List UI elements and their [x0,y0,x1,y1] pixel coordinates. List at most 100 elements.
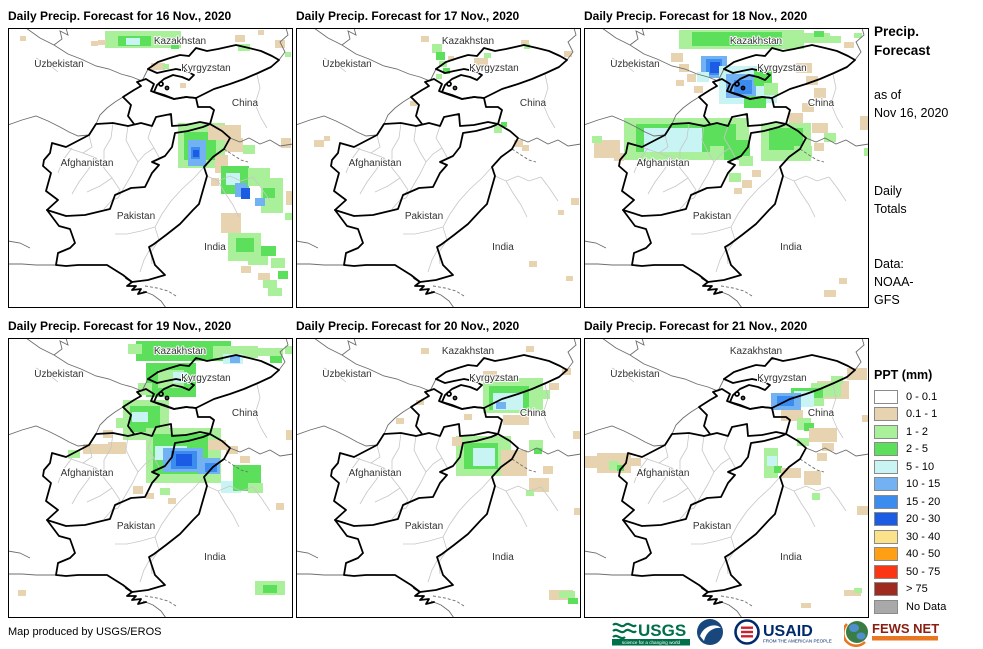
sidebar-asof: as of Nov 16, 2020 [874,88,949,120]
legend-row: 0 - 0.1 [874,388,980,406]
country-label: China [520,98,547,109]
country-label: Kazakhstan [730,36,782,47]
country-label: Afghanistan [349,158,402,169]
country-labels: Kazakhstan Uzbekistan Kyrgyzstan China Afgha… [321,345,547,564]
country-label: Afghanistan [61,468,114,479]
country-label: India [492,552,514,563]
legend-label: 20 - 30 [906,513,941,526]
country-label: India [780,552,802,563]
legend-swatch [874,547,898,562]
legend-swatch [874,599,898,614]
country-label: Kazakhstan [154,346,206,357]
legend-label: 2 - 5 [906,443,929,456]
footer-logos: USGS science for a changing world USAID … [612,617,983,647]
panel-nov21: Daily Precip. Forecast for 21 Nov., 2020… [584,318,869,618]
legend-row: 40 - 50 [874,546,980,564]
legend-swatch [874,512,898,527]
sidebar-datasource: Data: NOAA- GFS [874,257,914,307]
panel-title: Daily Precip. Forecast for 19 Nov., 2020 [8,319,232,333]
usaid-logo: USAID FROM THE AMERICAN PEOPLE [734,619,832,645]
legend-row: 15 - 20 [874,493,980,511]
legend-row: > 75 [874,581,980,599]
panel-nov17: Daily Precip. Forecast for 17 Nov., 2020… [296,8,581,308]
panel-title: Daily Precip. Forecast for 21 Nov., 2020 [584,319,808,333]
country-label: Uzbekistan [610,59,659,70]
panel-title: Daily Precip. Forecast for 18 Nov., 2020 [584,9,808,23]
legend-label: 50 - 75 [906,565,941,578]
country-label: Pakistan [405,521,443,532]
country-label: Pakistan [117,521,155,532]
legend-row: 1 - 2 [874,423,980,441]
country-labels: Kazakhstan Uzbekistan Kyrgyzstan China Afgha… [33,35,259,254]
country-label: China [520,408,547,419]
panel-nov19: Daily Precip. Forecast for 19 Nov., 2020… [8,318,293,618]
legend-row: 5 - 10 [874,458,980,476]
legend-row: 50 - 75 [874,563,980,581]
legend-title: PPT (mm) [874,368,933,382]
country-label: Uzbekistan [34,369,83,380]
country-label: Pakistan [405,211,443,222]
map-credit: Map produced by USGS/EROS [8,626,162,638]
legend-row: 30 - 40 [874,528,980,546]
svg-text:science for a changing world: science for a changing world [622,640,681,645]
sidebar-title: Precip. Forecast [874,24,931,58]
map-nov18: Kazakhstan Uzbekistan Kyrgyzstan China Afgha… [584,28,869,308]
legend-label: 10 - 15 [906,478,941,491]
legend-swatch [874,494,898,509]
precip-cells [20,30,293,296]
noaa-logo [697,619,723,645]
country-label: India [204,552,226,563]
svg-text:FEWS NET: FEWS NET [872,621,939,636]
country-label: Kyrgyzstan [757,63,806,74]
country-label: China [808,408,835,419]
country-label: China [808,98,835,109]
legend-swatch [874,459,898,474]
country-label: Kyrgyzstan [469,373,518,384]
panel-title: Daily Precip. Forecast for 17 Nov., 2020 [296,9,520,23]
legend-label: 0.1 - 1 [906,408,938,421]
country-label: Uzbekistan [34,59,83,70]
panel-nov16: Daily Precip. Forecast for 16 Nov., 2020… [8,8,293,308]
svg-text:USGS: USGS [638,621,686,640]
country-label: Kazakhstan [154,36,206,47]
legend-swatch [874,564,898,579]
country-labels: Kazakhstan Uzbekistan Kyrgyzstan China Afgha… [33,345,259,564]
country-label: Pakistan [117,211,155,222]
country-label: India [780,242,802,253]
legend-row: 2 - 5 [874,441,980,459]
country-label: Kyrgyzstan [757,373,806,384]
legend-label: 0 - 0.1 [906,390,938,403]
map-nov21: Kazakhstan Uzbekistan Kyrgyzstan China Afgha… [584,338,869,618]
map-nov16: Kazakhstan Uzbekistan Kyrgyzstan China Afgha… [8,28,293,308]
legend-swatch [874,477,898,492]
legend-swatch [874,424,898,439]
fewsnet-logo: FEWS NET [844,621,939,647]
country-label: Kyrgyzstan [469,63,518,74]
legend-row: No Data [874,598,980,616]
country-label: China [232,408,259,419]
legend-label: 40 - 50 [906,548,941,561]
legend-swatch [874,407,898,422]
country-label: Uzbekistan [610,369,659,380]
sidebar-period: Daily Totals [874,184,907,216]
legend-label: > 75 [906,583,928,596]
country-label: Kazakhstan [730,346,782,357]
country-label: India [492,242,514,253]
country-label: China [232,98,259,109]
country-label: Afghanistan [349,468,402,479]
country-label: Afghanistan [637,158,690,169]
map-nov17: Kazakhstan Uzbekistan Kyrgyzstan China Afgha… [296,28,581,308]
legend-row: 0.1 - 1 [874,406,980,424]
country-label: Kazakhstan [442,346,494,357]
precip-cells [314,36,579,281]
legend-label: 1 - 2 [906,425,929,438]
country-label: Afghanistan [61,158,114,169]
svg-text:USAID: USAID [763,623,813,640]
country-labels: Kazakhstan Uzbekistan Kyrgyzstan China Afgha… [609,35,835,254]
legend-label: 15 - 20 [906,495,941,508]
legend-swatch [874,582,898,597]
country-label: Kyrgyzstan [181,373,230,384]
map-nov19: Kazakhstan Uzbekistan Kyrgyzstan China Afgha… [8,338,293,618]
legend-swatch [874,442,898,457]
legend-label: No Data [906,600,947,613]
